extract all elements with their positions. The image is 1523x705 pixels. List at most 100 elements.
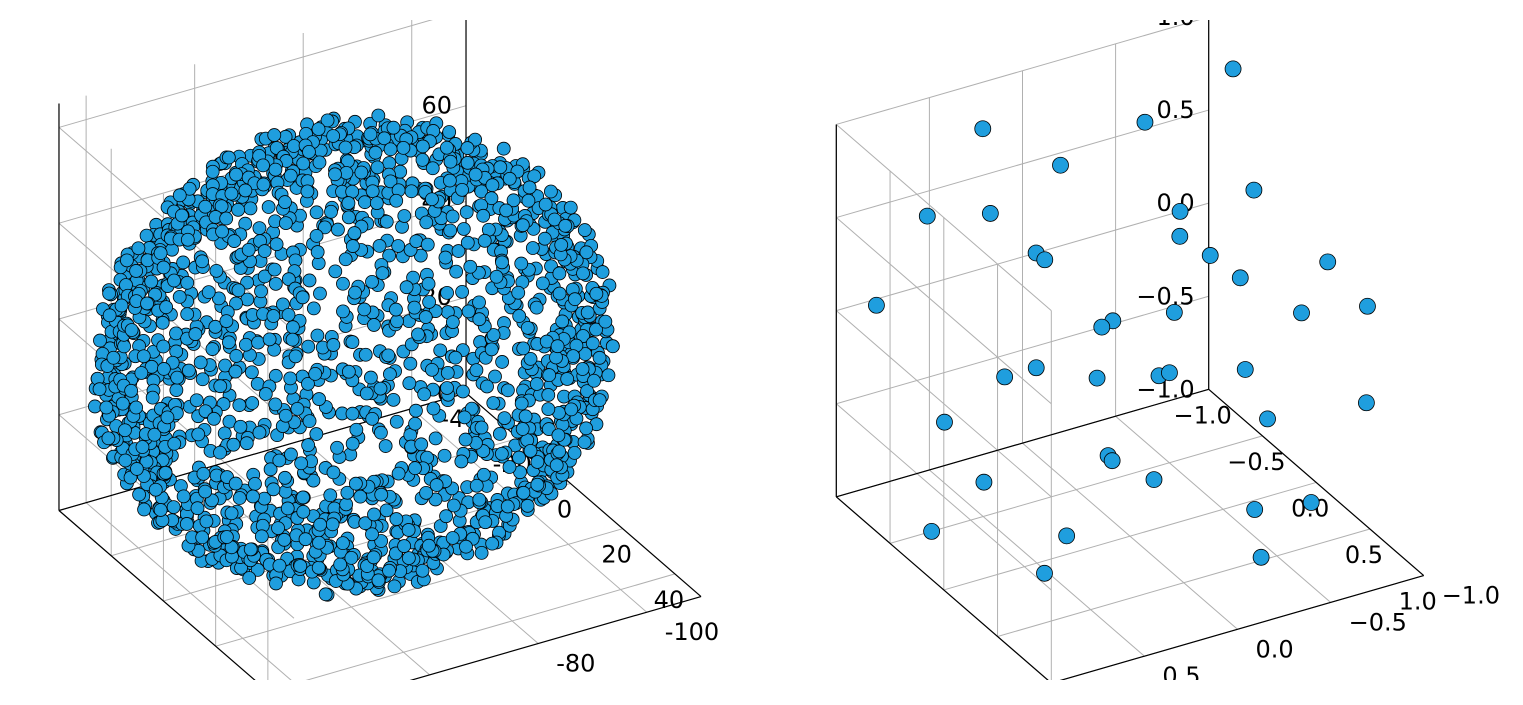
scatter-point — [302, 340, 315, 353]
scatter-point — [403, 377, 416, 390]
scatter-point — [606, 340, 619, 353]
scatter-point — [596, 266, 609, 279]
scatter-point — [302, 145, 315, 158]
scatter-point — [559, 219, 572, 232]
scatter-point — [501, 384, 514, 397]
scatter-point — [495, 447, 508, 460]
scatter-point — [470, 479, 483, 492]
scatter-point — [234, 420, 247, 433]
scatter-point — [345, 551, 358, 564]
scatter-point — [364, 371, 377, 384]
scatter-point — [225, 507, 238, 520]
scatter-point — [481, 380, 494, 393]
scatter-point — [446, 531, 459, 544]
scatter-point — [550, 459, 563, 472]
scatter-point — [220, 531, 233, 544]
scatter-point — [376, 267, 389, 280]
scatter-point — [409, 417, 422, 430]
scatter-point — [473, 493, 486, 506]
tick-label: −0.5 — [1227, 448, 1285, 476]
scatter-point — [326, 518, 339, 531]
scatter-point — [157, 362, 170, 375]
scatter-point — [366, 185, 379, 198]
scatter-point — [477, 209, 490, 222]
scatter-point — [439, 251, 452, 264]
scatter-point — [180, 517, 193, 530]
scatter-point — [384, 143, 397, 156]
scatter-point — [593, 394, 606, 407]
scatter-point — [512, 286, 525, 299]
scatter-point — [177, 256, 190, 269]
scatter-point — [501, 500, 514, 513]
scatter-point — [171, 371, 184, 384]
scatter-point — [398, 209, 411, 222]
scatter-point — [346, 240, 359, 253]
scatter-point — [590, 287, 603, 300]
scatter-point — [581, 306, 594, 319]
scatter-point — [307, 302, 320, 315]
scatter-point — [485, 343, 498, 356]
left-scatter-points — [88, 109, 619, 601]
scatter-point — [216, 225, 229, 238]
scatter-point — [599, 315, 612, 328]
scatter-point — [325, 205, 338, 218]
scatter-point — [389, 303, 402, 316]
scatter-point — [255, 285, 268, 298]
scatter-point — [486, 537, 499, 550]
scatter-point — [360, 387, 373, 400]
scatter-point — [167, 501, 180, 514]
scatter-point — [367, 318, 380, 331]
scatter-point — [346, 407, 359, 420]
scatter-point — [159, 466, 172, 479]
scatter-point — [93, 383, 106, 396]
scatter-point — [349, 477, 362, 490]
scatter-point — [449, 351, 462, 364]
scatter-point — [526, 242, 539, 255]
scatter-point — [418, 388, 431, 401]
scatter-point — [372, 574, 385, 587]
scatter-point — [1202, 247, 1218, 263]
scatter-point — [416, 564, 429, 577]
scatter-point — [390, 415, 403, 428]
scatter-point — [227, 438, 240, 451]
scatter-point — [282, 308, 295, 321]
scatter-point — [229, 477, 242, 490]
figure: -40-2002040-100-80-60-40020406080 −1.0−0… — [0, 0, 1523, 705]
grid — [836, 20, 1423, 680]
scatter-point — [297, 157, 310, 170]
scatter-point — [327, 129, 340, 142]
scatter-point — [262, 201, 275, 214]
scatter-point — [1094, 319, 1110, 335]
scatter-point — [253, 426, 266, 439]
scatter-point — [229, 365, 242, 378]
scatter-point — [336, 305, 349, 318]
scatter-point — [278, 533, 291, 546]
scatter-point — [409, 462, 422, 475]
scatter-point — [154, 503, 167, 516]
scatter-point — [269, 398, 282, 411]
scatter-point — [295, 457, 308, 470]
scatter-point — [119, 454, 132, 467]
scatter-point — [551, 340, 564, 353]
scatter-point — [1237, 361, 1253, 377]
scatter-point — [284, 169, 297, 182]
scatter-point — [240, 437, 253, 450]
scatter-point — [258, 245, 271, 258]
scatter-point — [375, 488, 388, 501]
scatter-point — [297, 505, 310, 518]
scatter-point — [349, 286, 362, 299]
scatter-point — [513, 310, 526, 323]
scatter-point — [568, 293, 581, 306]
scatter-point — [380, 504, 393, 517]
scatter-point — [580, 422, 593, 435]
scatter-point — [220, 212, 233, 225]
scatter-point — [976, 474, 992, 490]
scatter-point — [301, 185, 314, 198]
scatter-point — [294, 559, 307, 572]
scatter-point — [291, 402, 304, 415]
scatter-point — [459, 540, 472, 553]
scatter-point — [1320, 254, 1336, 270]
scatter-point — [310, 206, 323, 219]
scatter-point — [515, 397, 528, 410]
scatter-point — [1137, 114, 1153, 130]
